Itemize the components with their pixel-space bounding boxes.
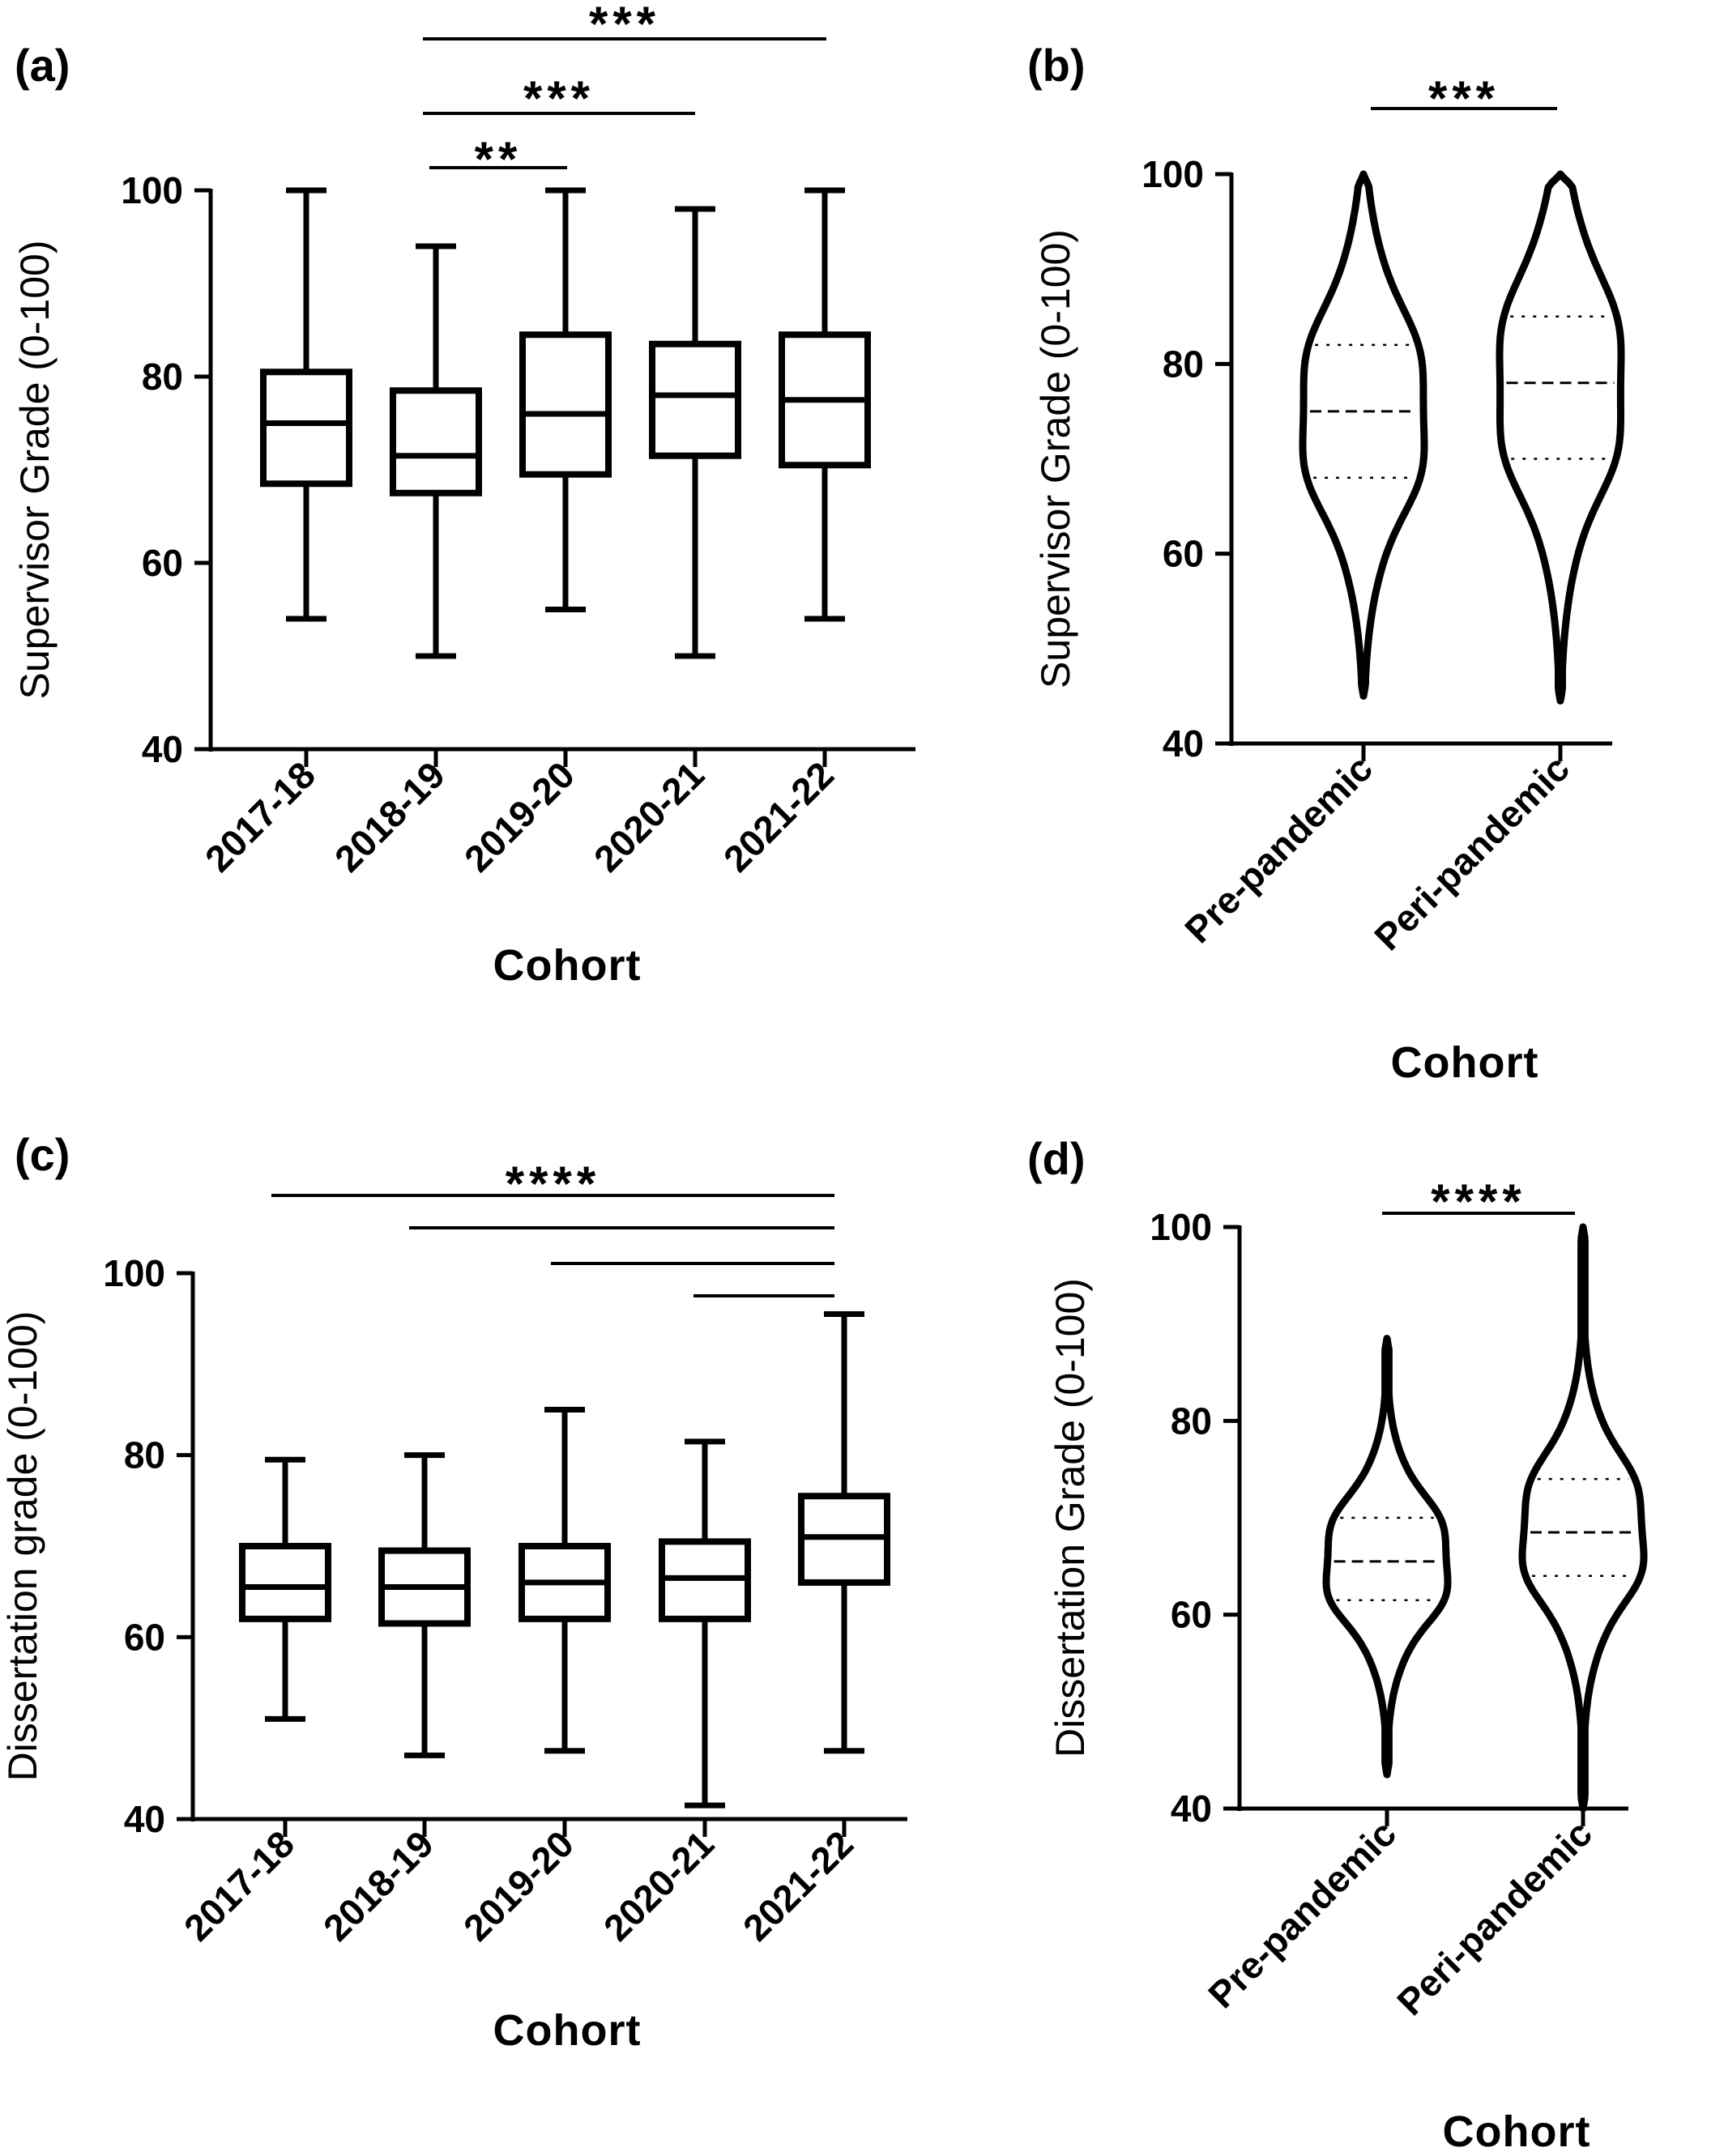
significance-label: ****: [1431, 1174, 1526, 1229]
significance-label: **: [475, 132, 523, 186]
x-axis-title: Cohort: [493, 941, 642, 990]
y-tick-label: 60: [142, 542, 183, 584]
y-tick-label: 60: [124, 1616, 165, 1658]
violin-Pre-pandemic: [1322, 1335, 1452, 1779]
violin-Peri-pandemic: [1496, 170, 1625, 705]
significance-label: ***: [523, 71, 595, 126]
box-iqr: [260, 369, 352, 488]
y-tick-label: 60: [1171, 1594, 1212, 1636]
y-tick-label: 40: [142, 728, 183, 770]
box-2020-21: [659, 1438, 751, 1809]
violin-outline: [1496, 170, 1625, 705]
violin-Peri-pandemic: [1518, 1223, 1648, 1813]
x-tick-label: 2017-18: [197, 753, 323, 880]
violin-outline: [1322, 1335, 1452, 1779]
y-tick-label: 40: [1171, 1787, 1212, 1830]
y-tick-label: 40: [1163, 722, 1204, 765]
y-tick-label: 100: [121, 169, 183, 211]
violin-outline: [1299, 170, 1428, 700]
x-tick-label: Pre-pandemic: [1176, 747, 1380, 951]
panel-a: (a) 40 60 80 100 Supervisor Grade (0-100) 2017…: [12, 0, 915, 990]
box-2021-22: [779, 187, 871, 622]
x-tick-label: 2017-18: [176, 1822, 302, 1949]
y-axis-title: Dissertation grade (0-100): [0, 1311, 45, 1782]
y-tick-label: 80: [124, 1434, 165, 1476]
box-2020-21: [649, 206, 741, 659]
box-2017-18: [239, 1456, 331, 1722]
violin-outline: [1518, 1223, 1648, 1813]
y-tick-label: 100: [103, 1252, 165, 1294]
panel-label: (a): [15, 40, 70, 91]
significance-label: ***: [1428, 71, 1500, 126]
box-2017-18: [260, 187, 352, 622]
y-tick-label: 80: [1171, 1400, 1212, 1442]
box-2021-22: [798, 1311, 890, 1754]
violin-Pre-pandemic: [1299, 170, 1428, 700]
panel-b: (b) 40 60 80 100 Supervisor Grade (0-100) Pre-…: [1027, 40, 1625, 1087]
x-tick-label: 2019-20: [456, 753, 582, 880]
panel-label: (c): [15, 1129, 70, 1180]
box-iqr: [390, 387, 482, 496]
panel-label: (b): [1027, 40, 1086, 91]
panel-d: (d) 40 60 80 100 Dissertation Grade (0-100) Pr…: [1027, 1133, 1648, 2156]
x-tick-label: 2021-22: [715, 753, 842, 880]
x-tick-label: 2018-19: [326, 753, 453, 880]
x-tick-label: 2018-19: [315, 1822, 442, 1949]
box-2018-19: [390, 243, 482, 659]
panel-c: (c) 40 60 80 100 Dissertation grade (0-100) 20…: [0, 1129, 907, 2055]
x-axis-title: Cohort: [493, 2006, 642, 2055]
x-axis-title: Cohort: [1443, 2107, 1591, 2156]
y-tick-label: 80: [1163, 343, 1204, 385]
x-tick-label: Peri-pandemic: [1389, 1812, 1600, 2023]
panel-label: (d): [1027, 1133, 1086, 1184]
box-iqr: [519, 331, 612, 478]
y-axis-title: Supervisor Grade (0-100): [1033, 229, 1078, 688]
y-tick-label: 100: [1150, 1206, 1212, 1248]
x-tick-label: 2020-21: [595, 1822, 722, 1949]
y-axis-title: Dissertation Grade (0-100): [1048, 1278, 1093, 1758]
y-tick-label: 100: [1142, 153, 1204, 195]
x-axis-title: Cohort: [1391, 1038, 1539, 1087]
significance-label: ****: [506, 1157, 600, 1211]
x-tick-label: Peri-pandemic: [1366, 747, 1577, 958]
box-2018-19: [378, 1452, 471, 1758]
x-tick-label: Pre-pandemic: [1200, 1812, 1404, 2016]
x-tick-label: 2021-22: [735, 1822, 861, 1949]
y-tick-label: 80: [142, 356, 183, 398]
box-iqr: [239, 1543, 331, 1622]
box-iqr: [649, 340, 741, 459]
y-tick-label: 40: [124, 1798, 165, 1840]
x-tick-label: 2019-20: [455, 1822, 582, 1949]
box-2019-20: [519, 187, 612, 612]
y-axis-title: Supervisor Grade (0-100): [12, 241, 58, 700]
x-tick-label: 2020-21: [586, 753, 712, 880]
box-2019-20: [518, 1407, 611, 1754]
y-tick-label: 60: [1163, 533, 1204, 575]
significance-label: ***: [589, 0, 660, 51]
